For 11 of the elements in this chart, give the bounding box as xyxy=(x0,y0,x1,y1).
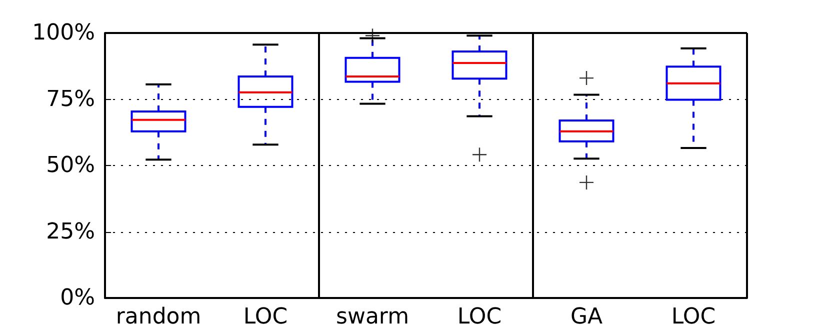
y-tick-label: 25% xyxy=(46,219,95,244)
x-tick-label: random xyxy=(116,304,202,330)
y-tick-label: 75% xyxy=(46,86,95,112)
x-tick-label: GA xyxy=(570,304,603,330)
x-tick-label: LOC xyxy=(671,304,716,330)
y-tick-label: 100% xyxy=(32,20,95,46)
y-tick-label: 0% xyxy=(60,286,95,310)
x-tick-label: swarm xyxy=(336,304,410,330)
x-tick-label: LOC xyxy=(457,304,502,330)
y-tick-label: 50% xyxy=(46,153,95,178)
x-tick-label: LOC xyxy=(243,304,288,330)
